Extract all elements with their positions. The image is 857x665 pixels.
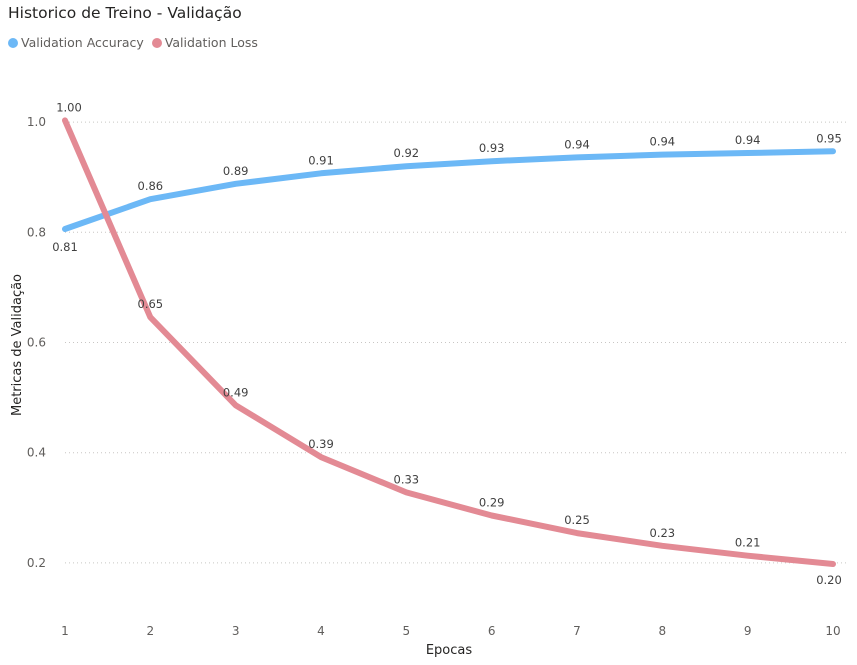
data-label-validation-loss: 0.21 bbox=[735, 536, 761, 550]
data-label-validation-loss: 0.29 bbox=[479, 496, 505, 510]
series-lines bbox=[62, 117, 836, 567]
data-labels: 0.81 0.86 0.89 0.91 0.92 0.93 0.94 0.94 0.94 0.95… bbox=[52, 100, 842, 587]
y-tick-label: 0.2 bbox=[27, 556, 46, 570]
y-axis-title: Metricas de Validação bbox=[10, 274, 25, 416]
data-label-validation-accuracy: 0.91 bbox=[308, 153, 334, 167]
legend-item-validation-accuracy[interactable]: Validation Accuracy bbox=[8, 35, 144, 50]
x-tick-label: 6 bbox=[488, 624, 496, 638]
data-label-validation-accuracy: 0.89 bbox=[223, 164, 249, 178]
data-label-validation-accuracy: 0.86 bbox=[138, 179, 164, 193]
data-label-validation-accuracy: 0.81 bbox=[52, 240, 78, 254]
data-label-validation-accuracy: 0.93 bbox=[479, 141, 505, 155]
data-label-validation-loss: 0.65 bbox=[138, 297, 164, 311]
x-tick-label: 4 bbox=[317, 624, 325, 638]
data-label-validation-loss: 0.25 bbox=[564, 513, 590, 527]
legend-marker-accuracy bbox=[8, 37, 18, 48]
y-tick-label: 0.8 bbox=[27, 225, 46, 239]
x-tick-label: 5 bbox=[403, 624, 411, 638]
series-line-validation-accuracy bbox=[62, 148, 836, 232]
data-label-validation-accuracy: 0.94 bbox=[564, 137, 590, 151]
x-tick-label: 7 bbox=[573, 624, 581, 638]
x-axis-title: Epocas bbox=[426, 643, 473, 658]
legend: Validation Accuracy Validation Loss bbox=[8, 35, 266, 50]
data-label-validation-accuracy: 0.94 bbox=[650, 135, 676, 149]
data-label-validation-loss: 0.20 bbox=[816, 573, 842, 587]
data-label-validation-loss: 0.39 bbox=[308, 437, 334, 451]
data-label-validation-loss: 0.49 bbox=[223, 385, 249, 399]
legend-item-validation-loss[interactable]: Validation Loss bbox=[151, 35, 258, 50]
y-tick-label: 0.4 bbox=[27, 446, 46, 460]
x-tick-label: 3 bbox=[232, 624, 240, 638]
data-label-validation-loss: 0.23 bbox=[650, 526, 676, 540]
chart-title: Historico de Treino - Validação bbox=[8, 4, 242, 22]
x-axis: 1 2 3 4 5 6 7 8 9 10 bbox=[61, 624, 840, 638]
data-label-validation-accuracy: 0.94 bbox=[735, 133, 761, 147]
x-tick-label: 2 bbox=[147, 624, 155, 638]
data-label-validation-loss: 1.00 bbox=[56, 100, 82, 114]
x-tick-label: 10 bbox=[825, 624, 840, 638]
y-tick-label: 0.6 bbox=[27, 336, 46, 350]
data-label-validation-accuracy: 0.95 bbox=[816, 131, 842, 145]
y-axis: 0.2 0.4 0.6 0.8 1.0 bbox=[27, 115, 46, 570]
x-tick-label: 1 bbox=[61, 624, 69, 638]
x-tick-label: 9 bbox=[744, 624, 752, 638]
y-tick-label: 1.0 bbox=[27, 115, 46, 129]
series-line-validation-loss bbox=[62, 117, 836, 567]
data-label-validation-loss: 0.33 bbox=[394, 472, 420, 486]
legend-marker-loss bbox=[151, 37, 162, 48]
legend-label-loss: Validation Loss bbox=[164, 35, 258, 50]
x-tick-label: 8 bbox=[659, 624, 667, 638]
gridlines bbox=[65, 121, 848, 564]
data-label-validation-accuracy: 0.92 bbox=[394, 146, 420, 160]
legend-label-accuracy: Validation Accuracy bbox=[21, 35, 144, 50]
